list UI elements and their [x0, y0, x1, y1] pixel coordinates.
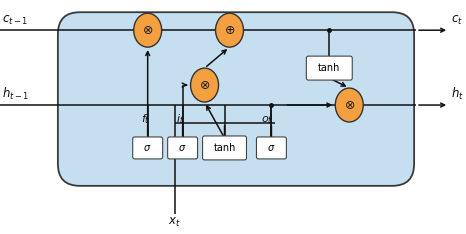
Ellipse shape [134, 13, 162, 47]
FancyBboxPatch shape [58, 12, 414, 186]
Text: tanh: tanh [213, 143, 236, 153]
Text: $\otimes$: $\otimes$ [343, 99, 355, 112]
Ellipse shape [191, 68, 219, 102]
FancyBboxPatch shape [256, 137, 287, 159]
Text: $f_t$: $f_t$ [141, 112, 151, 126]
Ellipse shape [336, 88, 363, 122]
Text: tanh: tanh [318, 63, 341, 73]
Text: $h_{t-1}$: $h_{t-1}$ [2, 86, 29, 102]
Text: $\sigma$: $\sigma$ [144, 143, 152, 153]
FancyBboxPatch shape [133, 137, 163, 159]
Text: $h_t$: $h_t$ [451, 86, 464, 102]
Text: $c_t$: $c_t$ [451, 14, 463, 27]
Text: $\otimes$: $\otimes$ [199, 79, 210, 91]
FancyBboxPatch shape [203, 136, 247, 160]
Text: $\otimes$: $\otimes$ [142, 24, 153, 37]
Text: $\sigma$: $\sigma$ [267, 143, 275, 153]
FancyBboxPatch shape [306, 56, 352, 80]
Text: $\sigma$: $\sigma$ [178, 143, 187, 153]
Text: $x_t$: $x_t$ [168, 216, 181, 229]
FancyBboxPatch shape [168, 137, 198, 159]
Text: $o_t$: $o_t$ [261, 114, 274, 126]
Ellipse shape [216, 13, 243, 47]
Text: $\oplus$: $\oplus$ [224, 24, 235, 37]
Text: $c_{t-1}$: $c_{t-1}$ [2, 14, 28, 27]
Text: $i_t$: $i_t$ [177, 112, 185, 126]
